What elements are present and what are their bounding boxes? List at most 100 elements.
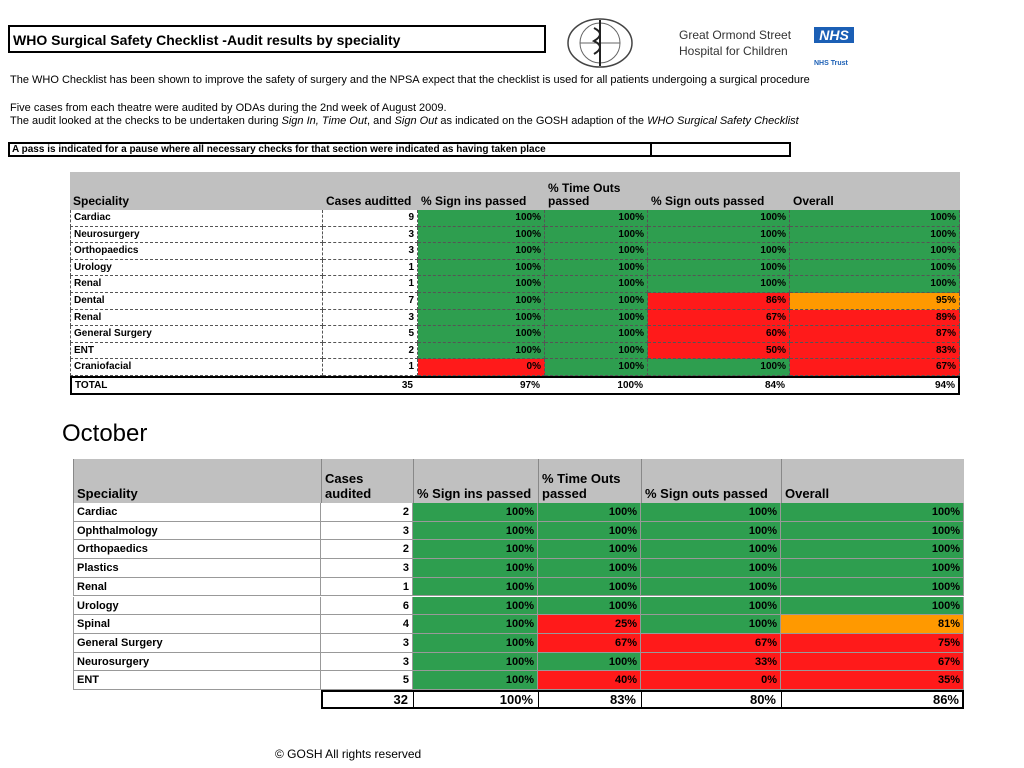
cell-value: 1 [323, 276, 418, 293]
column-header: % Sign outs passed [641, 459, 781, 503]
cell-value: 100% [418, 309, 545, 327]
column-header: Cases audited [321, 459, 413, 503]
row-label: Neurosurgery [73, 652, 321, 672]
row-label: Renal [70, 276, 323, 293]
column-header: % Sign ins passed [413, 459, 538, 503]
cell-value: 100% [781, 559, 964, 578]
total-value: 83% [538, 690, 641, 709]
cell-value: 3 [321, 652, 413, 672]
cell-value: 100% [538, 596, 641, 616]
column-header: % Sign outs passed [651, 193, 765, 208]
intro-text: The audit looked at the checks to be und… [10, 115, 799, 127]
cell-value: 100% [413, 633, 538, 653]
row-label: Renal [70, 309, 323, 327]
title-box: WHO Surgical Safety Checklist -Audit res… [8, 25, 546, 53]
cell-value: 4 [321, 615, 413, 634]
cell-value: 67% [538, 633, 641, 653]
column-header: Speciality [73, 193, 130, 208]
cell-value: 100% [545, 309, 648, 327]
cell-value: 2 [321, 540, 413, 560]
cell-value: 100% [790, 226, 960, 244]
cell-value: 100% [781, 521, 964, 541]
section-label: October [62, 420, 148, 447]
row-label: Ophthalmology [73, 521, 321, 541]
cell-value: 0% [418, 359, 545, 376]
cell-value: 100% [790, 276, 960, 293]
total-box [70, 376, 960, 395]
cell-value: 100% [545, 259, 648, 277]
cell-value: 100% [413, 596, 538, 616]
org-name-2: Hospital for Children [679, 44, 788, 58]
cell-value: 100% [413, 652, 538, 672]
row-label: Renal [73, 577, 321, 597]
cell-value: 3 [323, 226, 418, 244]
cell-value: 100% [648, 243, 790, 260]
cell-value: 100% [418, 210, 545, 227]
cell-value: 100% [545, 243, 648, 260]
cell-value: 100% [781, 503, 964, 522]
cell-value: 100% [641, 540, 781, 560]
cell-value: 100% [538, 577, 641, 597]
cell-value: 3 [321, 633, 413, 653]
cell-value: 1 [323, 359, 418, 376]
cell-value: 6 [321, 596, 413, 616]
cell-value: 100% [641, 521, 781, 541]
cell-value: 100% [413, 671, 538, 690]
cell-value: 1 [323, 259, 418, 277]
cell-value: 100% [648, 359, 790, 376]
cell-value: 100% [413, 503, 538, 522]
row-label: Neurosurgery [70, 226, 323, 244]
cell-value: 100% [545, 342, 648, 360]
cell-value: 60% [648, 326, 790, 343]
cell-value: 100% [545, 226, 648, 244]
cell-value: 100% [641, 577, 781, 597]
cell-value: 100% [418, 293, 545, 310]
total-value: 97% [519, 380, 540, 391]
cell-value: 100% [413, 540, 538, 560]
cell-value: 33% [641, 652, 781, 672]
intro-text: Five cases from each theatre were audite… [10, 102, 447, 114]
cell-value: 89% [790, 309, 960, 327]
row-label: Craniofacial [70, 359, 323, 376]
total-label: TOTAL [75, 380, 108, 391]
cell-value: 100% [790, 210, 960, 227]
cell-value: 95% [790, 293, 960, 310]
cell-value: 3 [323, 309, 418, 327]
intro-text-part: The audit looked at the checks to be und… [10, 115, 282, 127]
total-value: 86% [781, 690, 964, 709]
row-label: Dental [70, 293, 323, 310]
cell-value: 100% [418, 226, 545, 244]
intro-text-part: , and [367, 115, 395, 127]
total-value: 80% [641, 690, 781, 709]
who-logo [567, 18, 633, 68]
cell-value: 100% [545, 359, 648, 376]
cell-value: 100% [648, 210, 790, 227]
cell-value: 1 [321, 577, 413, 597]
cell-value: 100% [641, 503, 781, 522]
cell-value: 100% [538, 503, 641, 522]
cell-value: 67% [781, 652, 964, 672]
intro-text-part: Sign Out [394, 115, 438, 127]
divider [650, 144, 652, 155]
cell-value: 100% [641, 615, 781, 634]
cell-value: 75% [781, 633, 964, 653]
cell-value: 67% [641, 633, 781, 653]
cell-value: 100% [418, 259, 545, 277]
total-value: 32 [393, 692, 408, 707]
cell-value: 35% [781, 671, 964, 690]
row-label: Cardiac [73, 503, 321, 522]
cell-value: 100% [418, 326, 545, 343]
cell-value: 100% [545, 276, 648, 293]
row-label: Urology [73, 596, 321, 616]
row-label: Plastics [73, 559, 321, 578]
nhs-trust: NHS Trust [814, 60, 848, 67]
total-value: 100% [413, 690, 538, 709]
column-header: % Sign ins passed [421, 193, 527, 208]
cell-value: 50% [648, 342, 790, 360]
cell-value: 100% [641, 559, 781, 578]
cell-value: 40% [538, 671, 641, 690]
intro-text-part: Sign In, Time Out [281, 115, 368, 127]
intro-text-part: WHO Surgical Safety Checklist [647, 115, 799, 127]
cell-value: 100% [545, 293, 648, 310]
